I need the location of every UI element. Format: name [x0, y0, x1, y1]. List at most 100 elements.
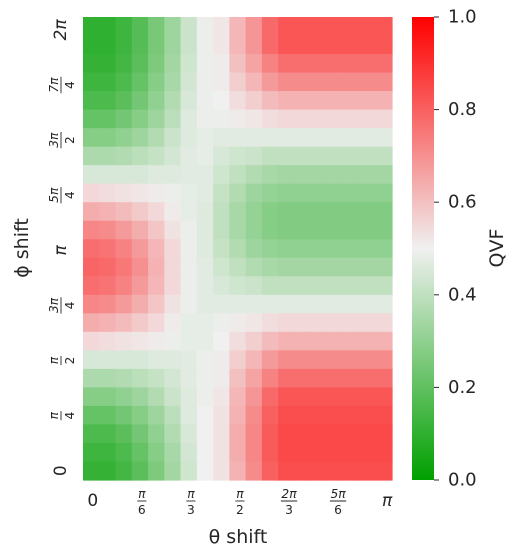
heatmap-cell	[213, 442, 230, 463]
heatmap-cell	[278, 17, 296, 37]
heatmap-cell	[261, 239, 279, 259]
heatmap-cell	[196, 72, 214, 92]
heatmap-cell	[99, 54, 117, 74]
heatmap-cell	[164, 257, 182, 277]
svg-text:5π: 5π	[330, 487, 346, 501]
heatmap-cell	[229, 424, 247, 444]
heatmap-cell	[164, 128, 182, 148]
heatmap-cell	[310, 257, 328, 277]
heatmap-cell	[115, 54, 133, 74]
svg-text:π: π	[47, 411, 61, 419]
heatmap-cell	[375, 128, 393, 148]
heatmap-cell	[310, 276, 328, 296]
heatmap-cell	[213, 405, 230, 426]
heatmap-cell	[83, 54, 100, 74]
heatmap-cell	[359, 54, 377, 74]
heatmap-cell	[196, 405, 214, 426]
heatmap-cell	[359, 313, 377, 333]
heatmap-cell	[164, 202, 182, 222]
heatmap-cell	[83, 165, 100, 185]
heatmap-cell	[131, 183, 149, 203]
heatmap-cell	[164, 35, 182, 55]
heatmap-cell	[213, 350, 230, 370]
heatmap-cell	[245, 91, 263, 111]
heatmap-cell	[375, 183, 393, 203]
heatmap-cell	[115, 387, 133, 407]
colorbar-tick-label: 0.0	[448, 470, 477, 491]
heatmap-cell	[375, 387, 393, 407]
heatmap-cell	[375, 202, 393, 222]
heatmap-cell	[326, 442, 344, 463]
heatmap-cell	[196, 146, 214, 166]
heatmap-cell	[245, 35, 263, 55]
heatmap-cell	[131, 54, 149, 74]
heatmap-cell	[164, 294, 182, 314]
heatmap-cell	[180, 368, 198, 388]
heatmap-cell	[343, 405, 361, 426]
heatmap-cell	[99, 239, 117, 259]
heatmap-cell	[375, 461, 393, 481]
svg-text:2: 2	[236, 503, 244, 517]
heatmap-cell	[343, 109, 361, 129]
heatmap-cell	[294, 368, 312, 388]
heatmap-cell	[148, 165, 165, 185]
y-tick-label: 7π 4	[47, 77, 77, 94]
heatmap-cell	[359, 72, 377, 92]
x-tick-label: π2	[235, 487, 245, 517]
heatmap-cell	[343, 257, 361, 277]
heatmap-cell	[99, 146, 117, 166]
svg-text:π: π	[51, 244, 71, 255]
heatmap-cell	[99, 220, 117, 240]
svg-text:5π: 5π	[47, 187, 61, 203]
heatmap-cell	[164, 91, 182, 111]
heatmap-cell	[326, 387, 344, 407]
heatmap-cell	[115, 91, 133, 111]
colorbar-tick-labels: 0.0 0.2 0.4 0.6 0.8 1.0	[434, 7, 477, 491]
heatmap-cell	[310, 220, 328, 240]
heatmap-cell	[148, 257, 165, 277]
heatmap-cell	[213, 54, 230, 74]
heatmap-cell	[278, 424, 296, 444]
heatmap-cell	[375, 109, 393, 129]
heatmap-cell	[229, 405, 247, 426]
heatmap-cell	[229, 350, 247, 370]
heatmap-cell	[131, 405, 149, 426]
heatmap-cell	[213, 91, 230, 111]
heatmap-cell	[278, 350, 296, 370]
heatmap-cell	[148, 276, 165, 296]
heatmap-cell	[115, 405, 133, 426]
heatmap-cell	[245, 17, 263, 37]
heatmap-cell	[180, 165, 198, 185]
heatmap-cell	[343, 220, 361, 240]
heatmap-cell	[310, 368, 328, 388]
heatmap-cell	[83, 294, 100, 314]
heatmap-cell	[213, 257, 230, 277]
heatmap-cell	[229, 387, 247, 407]
x-tick-label: 0	[87, 491, 98, 511]
heatmap-cell	[213, 165, 230, 185]
heatmap-cell	[115, 17, 133, 37]
heatmap-cell	[213, 109, 230, 129]
colorbar	[412, 17, 434, 480]
heatmap-cell	[99, 17, 117, 37]
heatmap-cell	[359, 91, 377, 111]
heatmap-cell	[359, 294, 377, 314]
heatmap-cell	[375, 331, 393, 351]
heatmap-cell	[196, 331, 214, 351]
heatmap-cell	[359, 387, 377, 407]
heatmap-cell	[245, 202, 263, 222]
heatmap-cell	[294, 72, 312, 92]
heatmap-cell	[83, 72, 100, 92]
heatmap-cell	[180, 183, 198, 203]
heatmap-cell	[261, 424, 279, 444]
heatmap-cell	[245, 350, 263, 370]
heatmap-cell	[294, 276, 312, 296]
heatmap-cell	[245, 109, 263, 129]
heatmap-cell	[196, 294, 214, 314]
heatmap-cell	[229, 331, 247, 351]
heatmap-cell	[164, 17, 182, 37]
heatmap-cell	[294, 387, 312, 407]
heatmap-cell	[99, 350, 117, 370]
heatmap-cell	[213, 368, 230, 388]
heatmap-cell	[213, 17, 230, 37]
